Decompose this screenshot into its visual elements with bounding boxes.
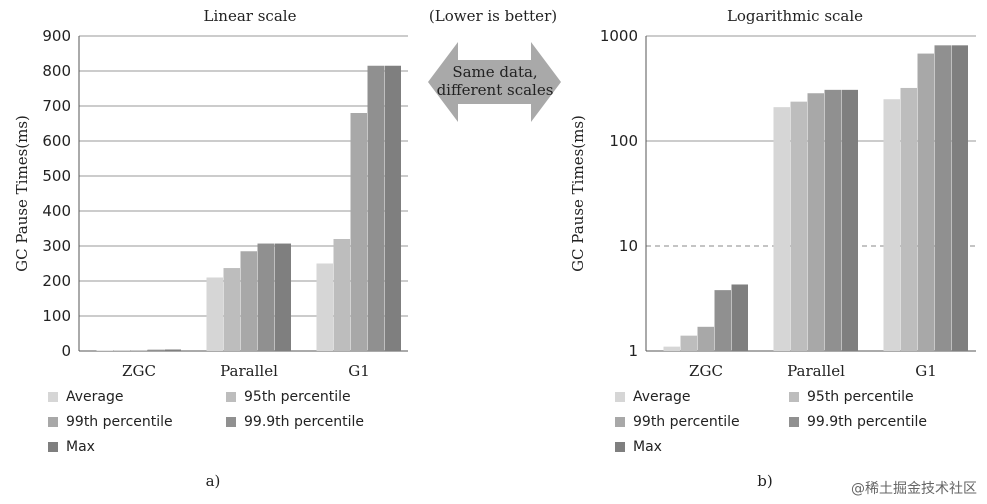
- bar: [257, 243, 274, 351]
- legend-label: Max: [66, 439, 95, 455]
- chart-title: Linear scale: [204, 7, 297, 25]
- legend-swatch: [48, 442, 58, 452]
- y-tick-label: 100: [609, 132, 638, 150]
- bar: [697, 326, 714, 351]
- legend-label: 99.9th percentile: [807, 414, 927, 430]
- y-axis-label: GC Pause Times(ms): [569, 115, 587, 272]
- legend-label: 95th percentile: [244, 389, 351, 405]
- bar: [147, 349, 164, 351]
- y-tick-label: 300: [42, 237, 71, 255]
- y-tick-label: 100: [42, 307, 71, 325]
- arrow-text-line-1: Same data,: [452, 63, 537, 81]
- legend-swatch: [615, 442, 625, 452]
- bar: [663, 346, 680, 351]
- bar: [333, 239, 350, 351]
- bar: [113, 350, 130, 351]
- bar: [934, 45, 951, 351]
- bar: [164, 349, 181, 351]
- x-tick-label: ZGC: [689, 362, 723, 380]
- y-tick-label: 500: [42, 167, 71, 185]
- legend-label: Average: [633, 389, 691, 405]
- bar: [714, 290, 731, 351]
- y-tick-label: 900: [42, 27, 71, 45]
- legend-swatch: [48, 417, 58, 427]
- y-tick-label: 400: [42, 202, 71, 220]
- legend-swatch: [789, 392, 799, 402]
- legend-item: 95th percentile: [789, 389, 914, 405]
- bar: [367, 65, 384, 351]
- watermark: @稀土掘金技术社区: [851, 481, 977, 497]
- bar: [951, 45, 968, 351]
- chart-title: Logarithmic scale: [727, 7, 863, 25]
- legend-item: Max: [48, 439, 95, 455]
- bar: [240, 251, 257, 351]
- legend-item: 99.9th percentile: [226, 414, 364, 430]
- bar: [350, 113, 367, 351]
- legend-item: 99th percentile: [615, 414, 740, 430]
- x-tick-label: Parallel: [220, 362, 278, 380]
- y-tick-label: 200: [42, 272, 71, 290]
- y-tick-label: 1: [628, 342, 638, 360]
- bar: [274, 243, 291, 351]
- legend-label: 99th percentile: [66, 414, 173, 430]
- legend-swatch: [615, 417, 625, 427]
- panel-label: a): [206, 472, 221, 490]
- legend-item: 99.9th percentile: [789, 414, 927, 430]
- legend-item: 99th percentile: [48, 414, 173, 430]
- bar: [206, 277, 223, 351]
- legend-item: Average: [615, 389, 691, 405]
- x-tick-label: Parallel: [787, 362, 845, 380]
- legend-swatch: [226, 417, 236, 427]
- bar: [223, 268, 240, 351]
- bar: [841, 89, 858, 352]
- legend-swatch: [789, 417, 799, 427]
- legend-label: 99.9th percentile: [244, 414, 364, 430]
- legend-item: Max: [615, 439, 662, 455]
- bar: [384, 65, 401, 351]
- x-tick-label: G1: [348, 362, 370, 380]
- bar: [917, 53, 934, 352]
- bar: [773, 107, 790, 351]
- y-axis-label: GC Pause Times(ms): [13, 115, 31, 272]
- arrow-text-line-2: different scales: [437, 81, 554, 99]
- y-tick-label: 800: [42, 62, 71, 80]
- legend-label: 95th percentile: [807, 389, 914, 405]
- x-tick-label: ZGC: [122, 362, 156, 380]
- bar: [883, 99, 900, 351]
- bar: [790, 101, 807, 351]
- y-tick-label: 700: [42, 97, 71, 115]
- bar: [807, 93, 824, 352]
- y-tick-label: 10: [619, 237, 638, 255]
- y-tick-label: 0: [61, 342, 71, 360]
- bar: [96, 350, 113, 351]
- double-arrow-icon: [428, 42, 561, 122]
- legend-label: 99th percentile: [633, 414, 740, 430]
- y-tick-label: 600: [42, 132, 71, 150]
- legend-label: Max: [633, 439, 662, 455]
- bar: [130, 350, 147, 351]
- panel-label: b): [757, 472, 772, 490]
- legend-swatch: [226, 392, 236, 402]
- y-tick-label: 1000: [600, 27, 638, 45]
- legend-item: 95th percentile: [226, 389, 351, 405]
- bar: [680, 335, 697, 351]
- legend-item: Average: [48, 389, 124, 405]
- legend-swatch: [615, 392, 625, 402]
- bar: [824, 89, 841, 352]
- bar: [900, 87, 917, 351]
- lower-is-better-note: (Lower is better): [429, 7, 557, 25]
- legend-swatch: [48, 392, 58, 402]
- x-tick-label: G1: [915, 362, 937, 380]
- legend-label: Average: [66, 389, 124, 405]
- bar: [316, 263, 333, 351]
- bar: [731, 284, 748, 351]
